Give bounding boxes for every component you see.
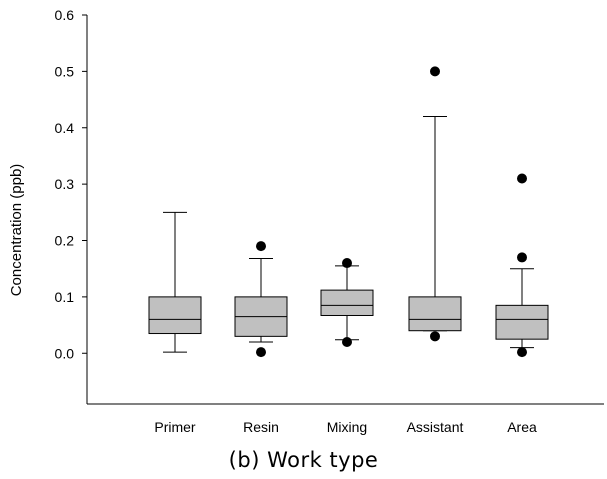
y-tick-label: 0.6 — [55, 7, 75, 23]
x-tick-label: Assistant — [407, 419, 464, 435]
x-tick-label: Primer — [154, 419, 196, 435]
outlier-point — [256, 347, 266, 358]
outlier-point — [256, 241, 266, 252]
y-tick-label: 0.2 — [55, 233, 75, 249]
outlier-point — [342, 336, 352, 347]
box-iqr — [495, 304, 549, 340]
box-iqr — [408, 296, 462, 332]
box-area — [495, 173, 549, 358]
x-tick-label: Mixing — [327, 419, 367, 435]
box-iqr — [320, 289, 374, 316]
outlier-point — [430, 66, 440, 77]
x-tick-label: Area — [507, 419, 537, 435]
box-mixing — [320, 258, 374, 347]
figure-caption: (b) Work type — [228, 448, 379, 472]
y-tick-label: 0.5 — [55, 63, 75, 79]
y-axis-label: Concentration (ppb) — [8, 164, 25, 297]
outlier-point — [517, 252, 527, 263]
axes: 0.0 0.1 0.2 0.3 0.4 0.5 0.6 Primer Resin Mixing As… — [55, 7, 604, 435]
boxes — [148, 66, 549, 358]
outlier-point — [342, 258, 352, 269]
y-tick-label: 0.4 — [55, 120, 75, 136]
x-tick-label: Resin — [243, 419, 279, 435]
outlier-point — [517, 173, 527, 184]
box-iqr — [148, 296, 202, 335]
y-tick-label: 0.1 — [55, 289, 75, 305]
y-tick-label: 0.3 — [55, 176, 75, 192]
outlier-point — [430, 331, 440, 342]
box-primer — [148, 211, 202, 353]
box-assistant — [408, 66, 462, 342]
y-tick-label: 0.0 — [55, 345, 75, 361]
outlier-point — [517, 347, 527, 358]
box-resin — [234, 241, 288, 358]
